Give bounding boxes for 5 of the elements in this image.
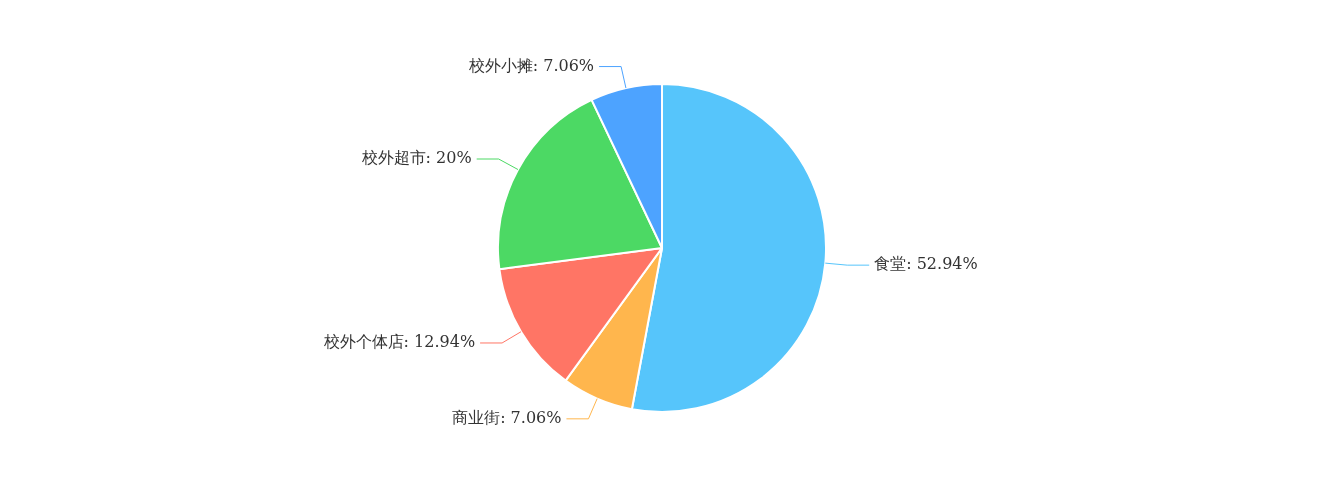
slice-label: 商业街: 7.06% [452,408,562,427]
slice-label: 校外超市: 20% [360,148,472,168]
slice-label: 校外小摊: 7.06% [467,55,595,75]
slice-label: 校外个体店: 12.94% [322,332,476,352]
slice-label: 食堂: 52.94% [874,254,978,274]
